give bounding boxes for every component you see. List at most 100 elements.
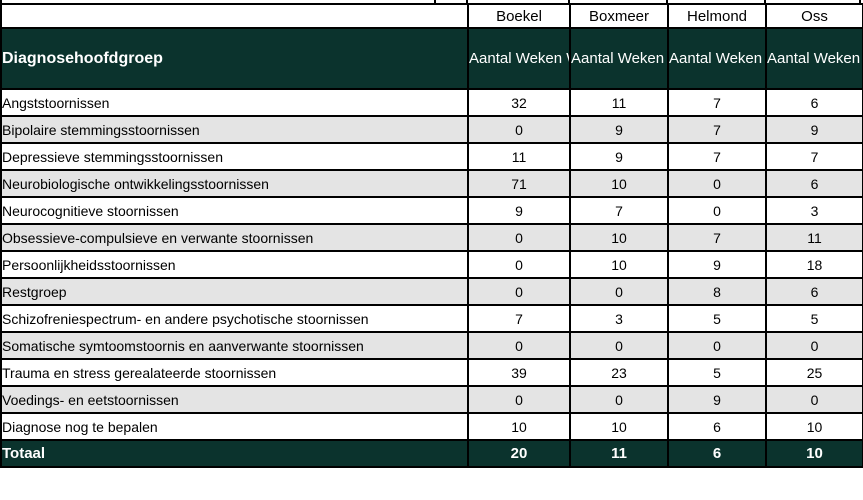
total-value-helmond: 6 (667, 439, 767, 468)
value-cell: 7 (667, 88, 767, 117)
table-row: Angststoornissen 32 11 7 6 (0, 88, 863, 117)
value-cell: 9 (765, 115, 863, 144)
table-row: Restgroep 0 0 8 6 (0, 277, 863, 306)
value-cell: 0 (467, 250, 571, 279)
location-header-boxmeer: Boxmeer (569, 3, 669, 29)
value-cell: 5 (667, 304, 767, 333)
table-row: Neurobiologische ontwikkelingsstoornisse… (0, 169, 863, 198)
value-cell: 0 (667, 331, 767, 360)
wait-times-table: Boekel Boxmeer Helmond Oss Diagnosehoofd… (0, 3, 863, 468)
value-cell: 6 (765, 277, 863, 306)
table-row: Somatische symtoomstoornis en aanverwant… (0, 331, 863, 360)
value-cell: 11 (569, 88, 669, 117)
value-cell: 0 (667, 169, 767, 198)
value-cell: 0 (467, 331, 571, 360)
value-cell: 7 (765, 142, 863, 171)
value-cell: 71 (467, 169, 571, 198)
value-cell: 6 (765, 88, 863, 117)
diagnosis-label: Bipolaire stemmingsstoornissen (0, 115, 469, 144)
value-cell: 7 (667, 142, 767, 171)
value-cell: 6 (667, 412, 767, 441)
value-cell: 9 (667, 385, 767, 414)
value-cell: 9 (569, 115, 669, 144)
value-cell: 10 (569, 250, 669, 279)
value-cell: 7 (467, 304, 571, 333)
table-row: Voedings- en eetstoornissen 0 0 9 0 (0, 385, 863, 414)
value-cell: 0 (467, 385, 571, 414)
diagnosis-label: Persoonlijkheidsstoornissen (0, 250, 469, 279)
diagnosis-label: Obsessieve-compulsieve en verwante stoor… (0, 223, 469, 252)
value-cell: 0 (667, 196, 767, 225)
value-cell: 0 (765, 331, 863, 360)
table-row: Diagnose nog te bepalen 10 10 6 10 (0, 412, 863, 441)
measure-label-helmond: Aantal Weken Wachttijd (667, 27, 767, 90)
diagnosis-label: Voedings- en eetstoornissen (0, 385, 469, 414)
table-row: Depressieve stemmingsstoornissen 11 9 7 7 (0, 142, 863, 171)
value-cell: 0 (467, 223, 571, 252)
total-row: Totaal 20 11 6 10 (0, 439, 863, 468)
table-row: Schizofreniespectrum- en andere psychoti… (0, 304, 863, 333)
value-cell: 0 (569, 277, 669, 306)
table-top-edge-artifact (0, 0, 863, 3)
diagnosis-group-header: Diagnosehoofdgroep (0, 27, 469, 90)
value-cell: 8 (667, 277, 767, 306)
location-header-boekel: Boekel (467, 3, 571, 29)
diagnosis-label: Neurocognitieve stoornissen (0, 196, 469, 225)
measure-label-boekel: Aantal Weken Wachttijd (467, 27, 571, 90)
value-cell: 5 (667, 358, 767, 387)
table-row: Neurocognitieve stoornissen 9 7 0 3 (0, 196, 863, 225)
diagnosis-label: Restgroep (0, 277, 469, 306)
total-value-boekel: 20 (467, 439, 571, 468)
diagnosis-label: Depressieve stemmingsstoornissen (0, 142, 469, 171)
value-cell: 9 (467, 196, 571, 225)
value-cell: 11 (467, 142, 571, 171)
value-cell: 39 (467, 358, 571, 387)
value-cell: 10 (467, 412, 571, 441)
value-cell: 7 (569, 196, 669, 225)
diagnosis-label: Angststoornissen (0, 88, 469, 117)
location-header-row: Boekel Boxmeer Helmond Oss (0, 3, 863, 29)
value-cell: 0 (765, 385, 863, 414)
value-cell: 0 (467, 115, 571, 144)
value-cell: 0 (569, 385, 669, 414)
value-cell: 5 (765, 304, 863, 333)
diagnosis-label: Schizofreniespectrum- en andere psychoti… (0, 304, 469, 333)
value-cell: 3 (569, 304, 669, 333)
value-cell: 10 (569, 412, 669, 441)
value-cell: 10 (569, 169, 669, 198)
total-value-boxmeer: 11 (569, 439, 669, 468)
value-cell: 11 (765, 223, 863, 252)
location-header-oss: Oss (765, 3, 863, 29)
diagnosis-label: Trauma en stress gerealateerde stoorniss… (0, 358, 469, 387)
total-value-oss: 10 (765, 439, 863, 468)
table-row: Obsessieve-compulsieve en verwante stoor… (0, 223, 863, 252)
total-label: Totaal (0, 439, 469, 468)
table-row: Persoonlijkheidsstoornissen 0 10 9 18 (0, 250, 863, 279)
location-header-helmond: Helmond (667, 3, 767, 29)
value-cell: 10 (765, 412, 863, 441)
value-cell: 7 (667, 115, 767, 144)
table-row: Trauma en stress gerealateerde stoorniss… (0, 358, 863, 387)
value-cell: 18 (765, 250, 863, 279)
value-cell: 32 (467, 88, 571, 117)
value-cell: 9 (569, 142, 669, 171)
measure-label-oss: Aantal Weken Wachttijd (765, 27, 863, 90)
value-cell: 7 (667, 223, 767, 252)
measure-label-boxmeer: Aantal Weken Wachttijd (569, 27, 669, 90)
table-body: Angststoornissen 32 11 7 6 Bipolaire stemming… (0, 88, 863, 441)
value-cell: 10 (569, 223, 669, 252)
table-row: Bipolaire stemmingsstoornissen 0 9 7 9 (0, 115, 863, 144)
value-cell: 6 (765, 169, 863, 198)
diagnosis-label: Somatische symtoomstoornis en aanverwant… (0, 331, 469, 360)
diagnosis-label: Neurobiologische ontwikkelingsstoornisse… (0, 169, 469, 198)
value-cell: 23 (569, 358, 669, 387)
measure-header-row: Diagnosehoofdgroep Aantal Weken Wachttij… (0, 27, 863, 90)
corner-cell (0, 3, 469, 29)
value-cell: 0 (569, 331, 669, 360)
value-cell: 3 (765, 196, 863, 225)
value-cell: 9 (667, 250, 767, 279)
value-cell: 25 (765, 358, 863, 387)
diagnosis-label: Diagnose nog te bepalen (0, 412, 469, 441)
value-cell: 0 (467, 277, 571, 306)
